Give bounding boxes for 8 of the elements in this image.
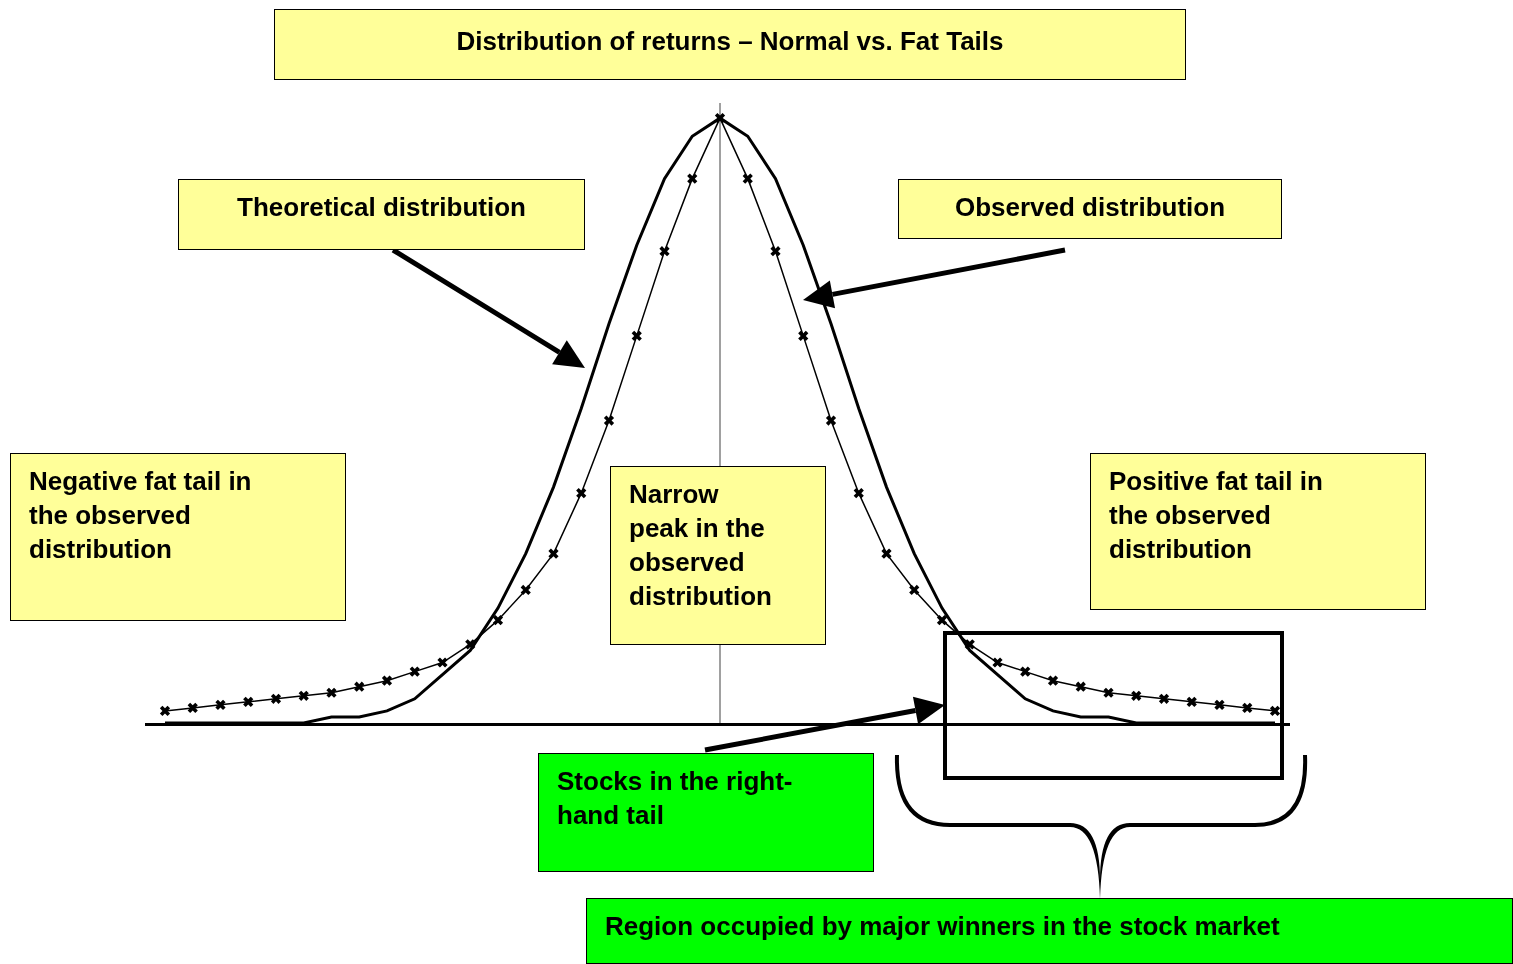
label-box: Theoretical distribution: [178, 179, 585, 250]
label-box: Observed distribution: [898, 179, 1282, 239]
label-box: Negative fat tail in the observed distribution: [10, 453, 346, 621]
label-box: Narrow peak in the observed distribution: [610, 466, 826, 645]
label-box: Stocks in the right- hand tail: [538, 753, 874, 872]
label-box: Region occupied by major winners in the stock market: [586, 898, 1513, 964]
label-box: Distribution of returns – Normal vs. Fat Tails: [274, 9, 1186, 80]
label-box: Positive fat tail in the observed distribution: [1090, 453, 1426, 610]
